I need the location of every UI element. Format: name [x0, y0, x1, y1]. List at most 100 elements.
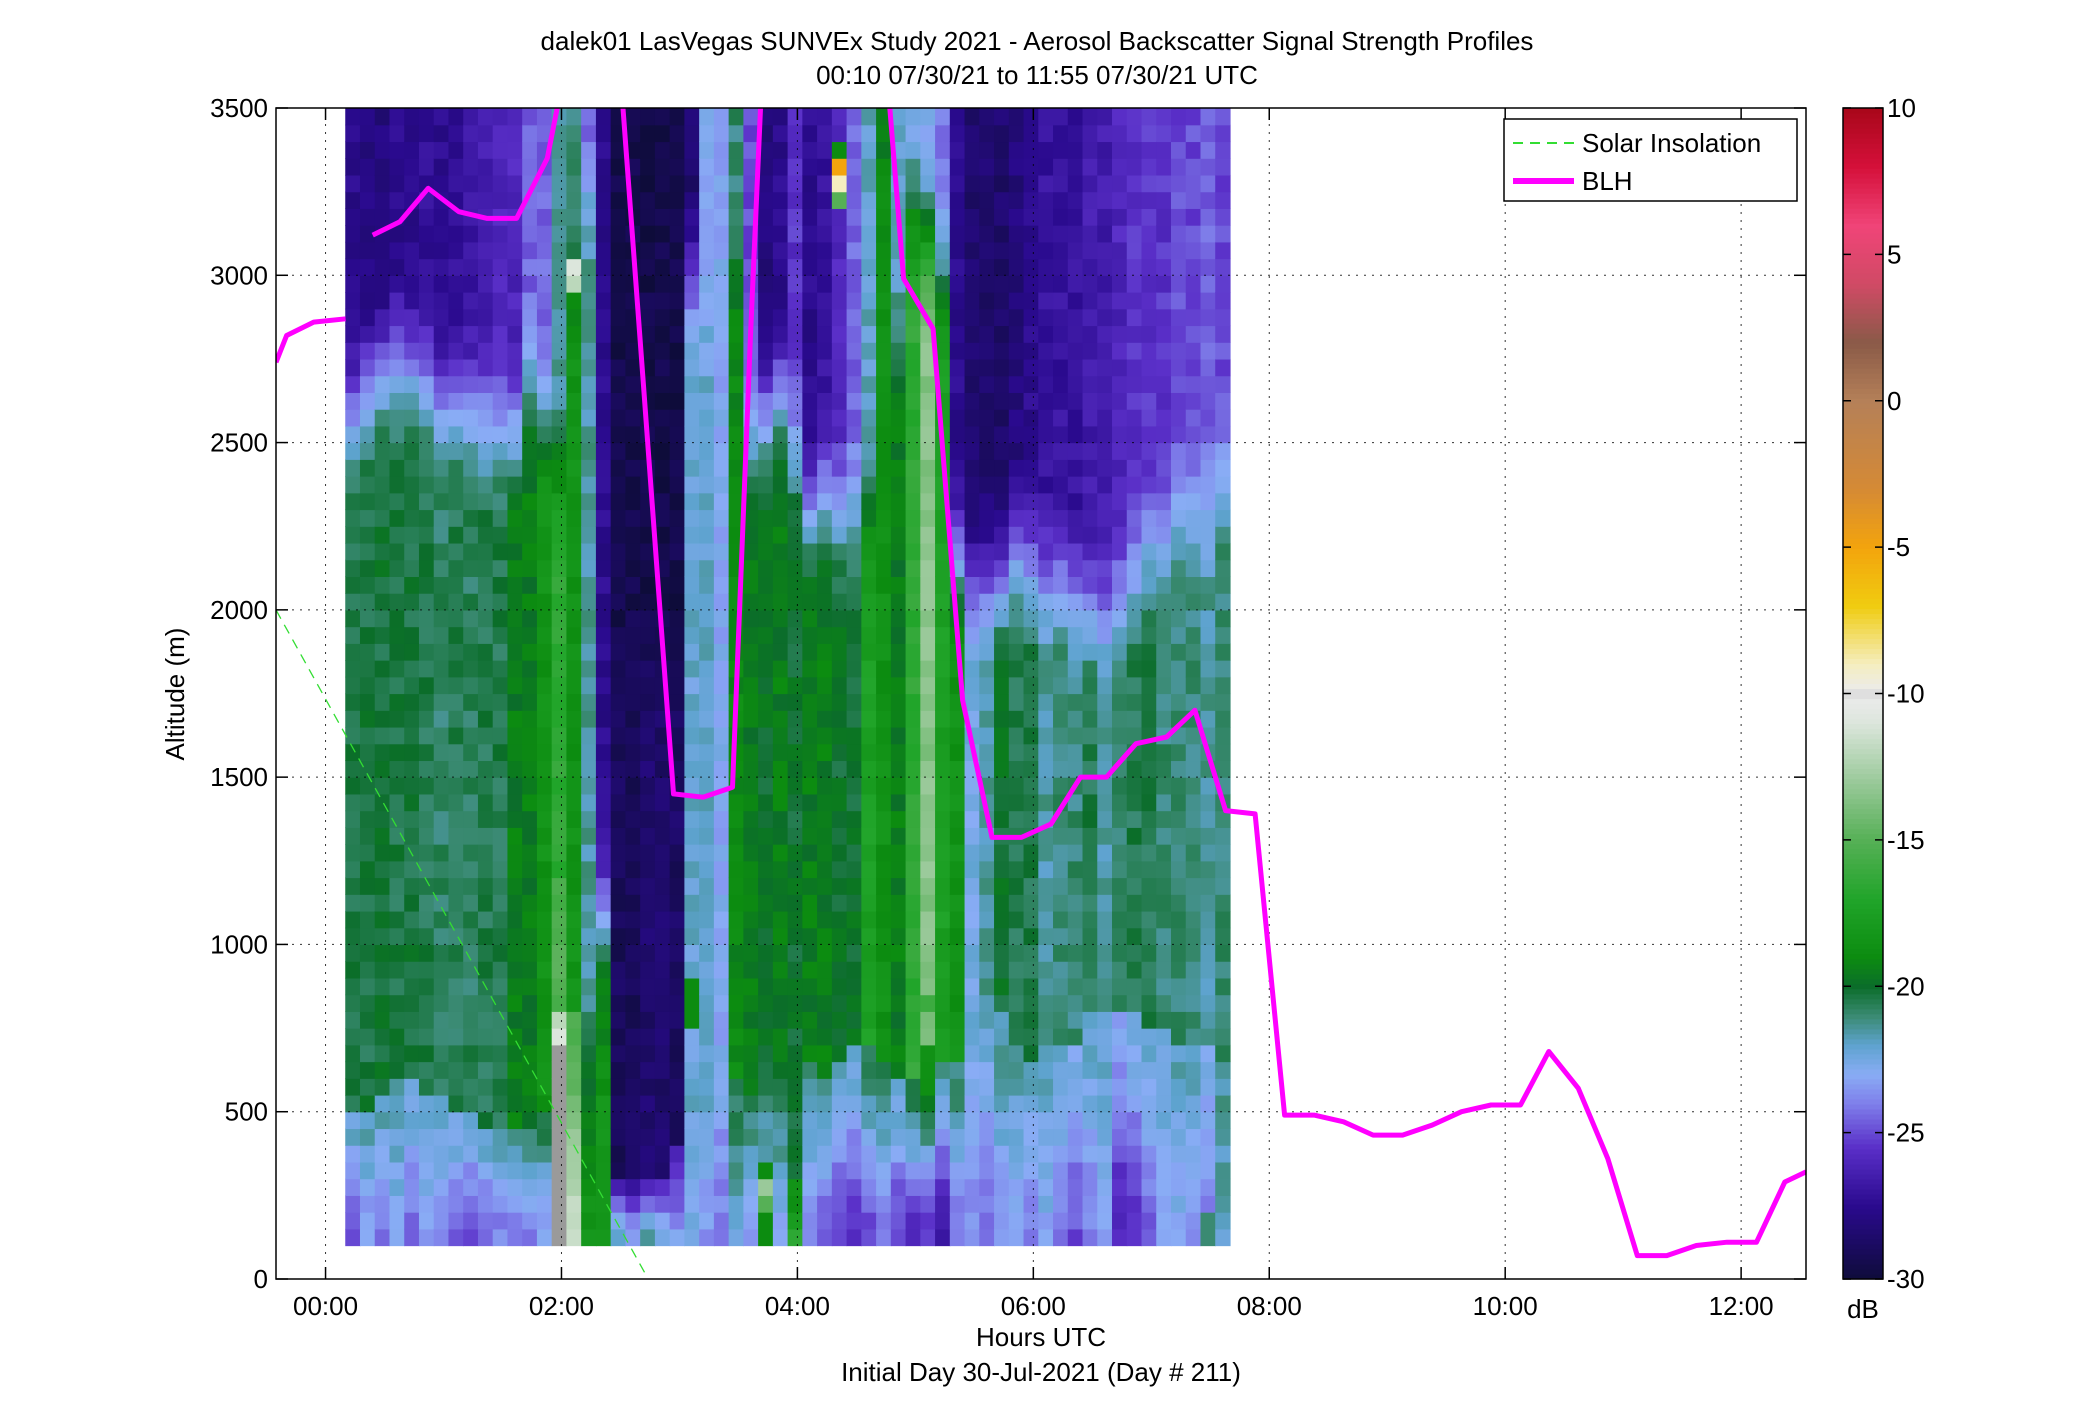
heatmap-cell: [1200, 994, 1216, 1012]
heatmap-cell: [905, 1212, 921, 1230]
heatmap-cell: [433, 225, 450, 243]
heatmap-cell: [1023, 1044, 1039, 1063]
heatmap-cell: [1067, 542, 1084, 561]
heatmap-cell: [758, 241, 774, 260]
heatmap-cell: [861, 1078, 877, 1096]
heatmap-cell: [418, 1178, 435, 1196]
heatmap-cell: [581, 442, 597, 460]
heatmap-cell: [448, 844, 464, 862]
heatmap-cell: [1171, 1028, 1187, 1046]
heatmap-cell: [817, 1061, 833, 1079]
heatmap-cell: [964, 1128, 980, 1146]
heatmap-cell: [595, 894, 612, 912]
heatmap-cell: [1126, 358, 1143, 377]
heatmap-cell: [728, 208, 744, 226]
heatmap-cell: [802, 358, 818, 377]
heatmap-cell: [448, 609, 464, 628]
heatmap-cell: [1126, 760, 1143, 778]
heatmap-cell: [964, 559, 980, 577]
heatmap-cell: [935, 1011, 951, 1029]
colorbar-band: [1843, 1068, 1883, 1075]
colorbar-band: [1843, 663, 1883, 670]
heatmap-cell: [1023, 626, 1039, 644]
heatmap-cell: [669, 994, 685, 1012]
heatmap-cell: [507, 1078, 523, 1096]
heatmap-cell: [802, 961, 818, 979]
colorbar-band: [1843, 693, 1883, 700]
heatmap-cell: [566, 609, 582, 628]
heatmap-cell: [492, 576, 509, 594]
heatmap-cell: [507, 961, 523, 979]
heatmap-cell: [433, 308, 450, 327]
heatmap-cell: [1023, 459, 1039, 477]
heatmap-cell: [802, 1061, 818, 1079]
heatmap-cell: [772, 676, 789, 695]
heatmap-cell: [905, 1111, 921, 1130]
heatmap-cell: [581, 844, 597, 862]
colorbar-band: [1843, 363, 1883, 369]
heatmap-cell: [1185, 308, 1202, 327]
heatmap-cell: [817, 258, 833, 276]
heatmap-cell: [477, 910, 494, 929]
heatmap-cell: [448, 676, 464, 695]
heatmap-cell: [389, 910, 405, 929]
heatmap-cell: [876, 325, 892, 343]
heatmap-cell: [1126, 961, 1143, 979]
heatmap-cell: [920, 275, 936, 293]
heatmap-cell: [979, 1061, 995, 1079]
heatmap-cell: [463, 375, 479, 393]
heatmap-cell: [979, 1028, 995, 1046]
heatmap-cell: [846, 559, 862, 577]
heatmap-cell: [846, 509, 862, 527]
heatmap-cell: [831, 593, 848, 611]
heatmap-cell: [536, 1044, 553, 1063]
heatmap-cell: [1008, 1212, 1025, 1230]
heatmap-cell: [846, 827, 862, 845]
heatmap-cell: [418, 476, 435, 494]
heatmap-cell: [610, 827, 627, 845]
heatmap-cell: [787, 425, 803, 444]
heatmap-cell: [699, 944, 715, 962]
heatmap-cell: [684, 358, 700, 377]
heatmap-cell: [345, 425, 361, 444]
heatmap-cell: [1008, 693, 1025, 711]
heatmap-cell: [772, 927, 789, 946]
heatmap-cell: [492, 526, 509, 544]
heatmap-cell: [477, 158, 494, 176]
heatmap-cell: [1126, 158, 1143, 176]
heatmap-cell: [772, 710, 789, 728]
heatmap-cell: [979, 1094, 995, 1113]
heatmap-cell: [1156, 827, 1172, 845]
heatmap-cell: [463, 1161, 479, 1180]
heatmap-cell: [625, 977, 641, 996]
heatmap-cell: [1215, 425, 1231, 444]
heatmap-cell: [831, 476, 848, 494]
heatmap-cell: [831, 358, 848, 377]
heatmap-cell: [669, 425, 685, 444]
heatmap-cell: [846, 476, 862, 494]
colorbar-band: [1843, 483, 1883, 489]
heatmap-cell: [861, 693, 877, 711]
heatmap-cell: [1053, 1094, 1069, 1113]
heatmap-cell: [477, 325, 494, 343]
heatmap-cell: [699, 860, 715, 879]
heatmap-cell: [1008, 191, 1025, 209]
heatmap-cell: [477, 275, 494, 293]
colorbar-band: [1843, 373, 1883, 379]
heatmap-cell: [522, 810, 538, 828]
heatmap-cell: [920, 710, 936, 728]
heatmap-cell: [1200, 509, 1216, 527]
heatmap-cell: [713, 1028, 730, 1046]
colorbar-band: [1843, 1188, 1883, 1195]
heatmap-cell: [1038, 526, 1054, 544]
heatmap-cell: [758, 1111, 774, 1130]
heatmap-cell: [713, 492, 730, 511]
heatmap-cell: [389, 827, 405, 845]
heatmap-cell: [566, 425, 582, 444]
heatmap-cell: [1023, 676, 1039, 695]
heatmap-cell: [551, 241, 568, 260]
heatmap-cell: [1141, 409, 1157, 427]
heatmap-cell: [404, 425, 420, 444]
heatmap-cell: [492, 191, 509, 209]
heatmap-cell: [728, 358, 744, 377]
